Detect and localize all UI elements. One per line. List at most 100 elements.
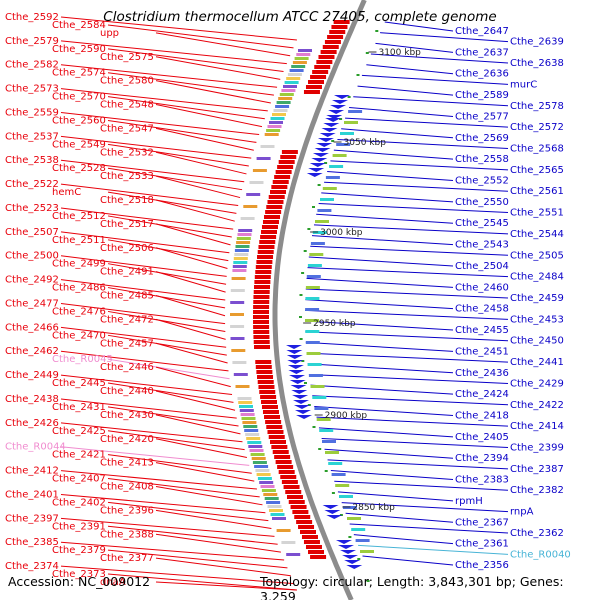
feature-stripe-outer	[320, 198, 334, 201]
forward-gene-mark	[331, 25, 348, 29]
forward-gene-mark	[257, 380, 274, 384]
forward-gene-mark	[265, 420, 282, 424]
forward-gene-mark	[259, 390, 276, 394]
right-gene-label: Cthe_2436	[455, 368, 509, 379]
right-gene-label: Cthe_2424	[455, 389, 509, 400]
feature-stripe	[233, 257, 248, 260]
forward-gene-mark	[253, 330, 270, 334]
reverse-gene-mark	[287, 365, 304, 369]
scale-dot	[299, 294, 303, 296]
left-leader-line	[60, 88, 268, 112]
forward-gene-mark	[303, 90, 320, 94]
right-gene-label: Cthe_2636	[455, 69, 509, 80]
forward-gene-mark	[301, 535, 318, 539]
feature-stripe	[267, 505, 282, 508]
left-leader-line	[107, 167, 243, 191]
right-gene-label: Cthe_2414	[510, 421, 564, 432]
feature-stripe-outer	[305, 297, 320, 300]
forward-gene-mark	[265, 210, 282, 214]
right-leader-line	[375, 42, 454, 53]
right-leader-line	[313, 224, 509, 235]
left-gene-label: Cthe_2549	[52, 139, 106, 150]
forward-gene-mark	[271, 445, 288, 449]
feature-stripe	[241, 417, 256, 420]
forward-gene-mark	[253, 315, 269, 319]
right-gene-label: Cthe_2543	[455, 240, 509, 251]
left-leader-line	[107, 72, 274, 96]
left-gene-label: Cthe_2548	[100, 100, 154, 111]
feature-stripe	[250, 453, 265, 456]
forward-gene-mark	[292, 510, 309, 514]
right-leader-line	[357, 85, 454, 96]
feature-stripe-outer	[310, 242, 325, 245]
forward-gene-mark	[253, 325, 270, 329]
reverse-gene-mark	[308, 168, 325, 172]
right-gene-label: Cthe_2484	[510, 272, 564, 283]
feature-stripe	[259, 481, 274, 484]
reverse-gene-mark	[342, 555, 359, 559]
feature-stripe	[245, 433, 260, 436]
forward-gene-mark	[253, 320, 270, 324]
forward-gene-mark	[254, 285, 271, 289]
left-gene-label: Cthe_2470	[52, 330, 106, 341]
right-gene-label: Cthe_2383	[455, 475, 509, 486]
left-leader-line	[107, 334, 227, 356]
feature-stripe	[294, 57, 309, 60]
right-gene-label: Cthe_2551	[510, 208, 564, 219]
left-gene-label: Cthe_2401	[5, 489, 59, 500]
scale-dot	[317, 184, 321, 186]
right-gene-label: Cthe_2367	[455, 517, 509, 528]
left-gene-label: Cthe_R0045	[52, 354, 113, 365]
feature-stripe	[286, 553, 301, 556]
left-leader-line	[60, 493, 266, 514]
reverse-gene-mark	[326, 115, 343, 119]
reverse-gene-mark	[340, 550, 357, 554]
forward-gene-mark	[267, 430, 284, 434]
right-leader-line	[327, 459, 509, 470]
feature-stripe	[239, 409, 254, 412]
right-leader-line	[316, 416, 509, 427]
left-gene-label: hemC	[52, 187, 81, 198]
feature-stripe	[269, 121, 283, 124]
feature-stripe-outer	[348, 110, 363, 113]
left-gene-label: Cthe_2507	[5, 227, 59, 238]
forward-gene-mark	[294, 515, 311, 519]
right-gene-label: Cthe_2356	[455, 560, 509, 571]
forward-gene-mark	[278, 160, 295, 164]
feature-stripe	[230, 289, 245, 292]
left-gene-label: Cthe_2377	[100, 553, 154, 564]
reverse-gene-mark	[296, 415, 313, 419]
scale-dot	[339, 118, 343, 120]
feature-stripe	[276, 101, 291, 104]
feature-stripe-outer	[306, 352, 321, 355]
feature-stripe-outer	[310, 385, 325, 388]
feature-stripe-outer	[305, 286, 320, 289]
right-leader-line	[321, 438, 509, 449]
feature-stripe	[272, 517, 286, 520]
forward-gene-mark	[260, 395, 277, 399]
right-gene-label: Cthe_2637	[455, 47, 509, 58]
left-leader-line	[60, 517, 275, 537]
forward-gene-mark	[290, 505, 307, 509]
right-gene-label: Cthe_2459	[510, 293, 564, 304]
right-gene-label: Cthe_2405	[455, 432, 509, 443]
feature-stripe-outer	[325, 451, 339, 454]
forward-gene-mark	[275, 170, 292, 174]
feature-stripe	[291, 65, 306, 68]
forward-gene-mark	[305, 545, 322, 549]
reverse-gene-mark	[331, 100, 348, 104]
left-gene-label: Cthe_2512	[52, 211, 106, 222]
right-gene-label: rpmH	[455, 496, 483, 507]
right-leader-line	[324, 448, 454, 459]
right-leader-line	[330, 160, 509, 171]
left-gene-label: Cthe_2413	[100, 458, 154, 469]
forward-gene-mark	[253, 310, 270, 314]
feature-stripe-outer	[347, 517, 361, 520]
left-leader-line	[107, 454, 252, 474]
left-leader-line	[155, 247, 228, 269]
right-gene-label: Cthe_2422	[510, 400, 564, 411]
forward-gene-mark	[261, 400, 278, 404]
right-leader-line	[307, 363, 454, 374]
left-leader-line	[60, 135, 252, 159]
right-gene-label: Cthe_2505	[510, 250, 564, 261]
